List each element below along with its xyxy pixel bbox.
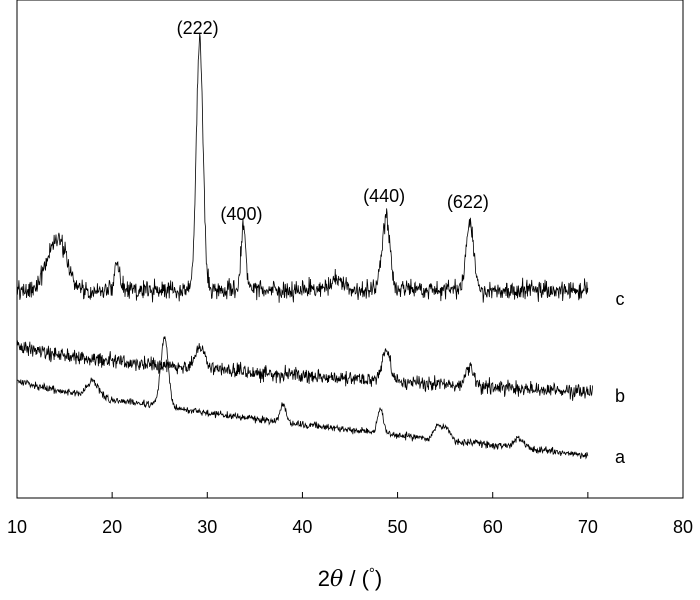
x-tick-label: 30 — [197, 517, 217, 537]
peak-label: (622) — [447, 192, 489, 212]
labels-layer: (222) (400) (440) (622) c b a — [177, 18, 626, 467]
series-label-c: c — [616, 289, 625, 309]
series-line-a — [16, 336, 589, 460]
peak-label: (400) — [220, 204, 262, 224]
series-layer — [16, 33, 594, 460]
peak-label: (440) — [363, 186, 405, 206]
peak-label: (222) — [177, 18, 219, 38]
x-axis-title: 2θ / (°) — [318, 565, 383, 592]
x-tick-label: 80 — [673, 517, 693, 537]
x-tick-label: 20 — [102, 517, 122, 537]
plot-frame — [16, 0, 684, 499]
x-tick-label: 60 — [483, 517, 503, 537]
x-tick-label: 40 — [292, 517, 312, 537]
series-label-a: a — [615, 447, 626, 467]
series-line-c — [16, 33, 589, 303]
x-tick-label: 10 — [7, 517, 27, 537]
x-tick-label: 70 — [578, 517, 598, 537]
x-tick-label: 50 — [388, 517, 408, 537]
series-line-b — [16, 340, 594, 401]
ticks-layer: 10 20 30 40 50 60 70 80 — [7, 492, 693, 537]
series-label-b: b — [615, 386, 625, 406]
